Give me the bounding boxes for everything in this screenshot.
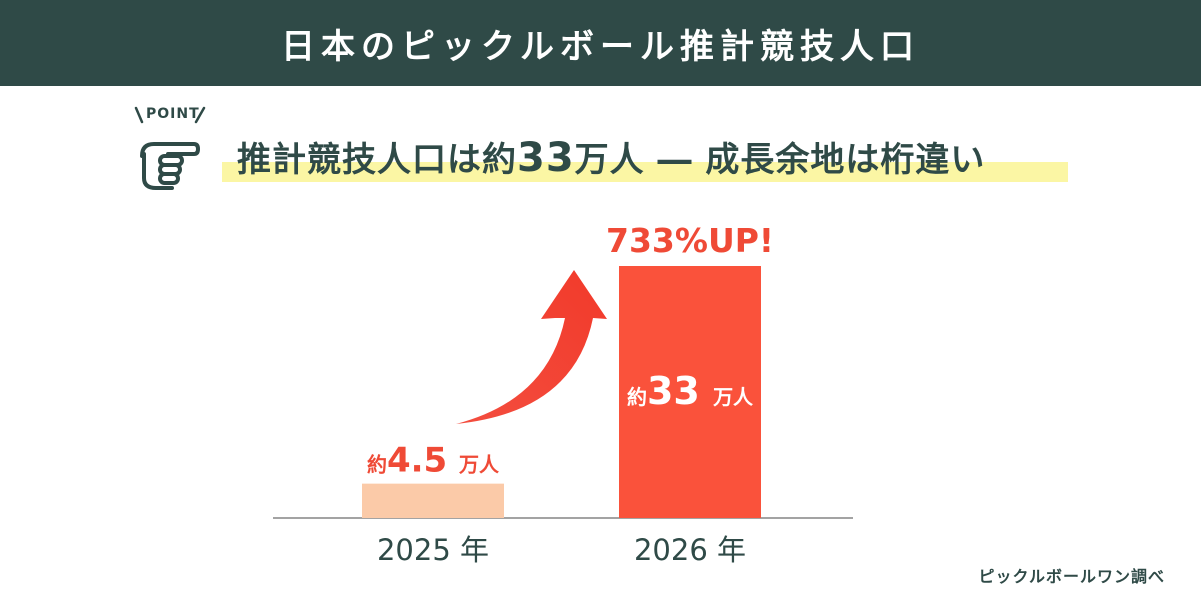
point-badge: POINT [134,104,212,128]
headline-highlight [222,162,1068,182]
source-credit: ピックルボールワン調べ [978,567,1165,586]
point-badge-marks [134,106,206,124]
growth-annotation: 733%UP! [606,221,774,260]
bar-1 [619,266,761,518]
growth-arrow-icon [456,270,607,424]
point-badge-text: POINT [146,106,200,122]
page-title-text: 日本のピックルボール推計競技人口 [281,26,920,67]
page-title: 日本のピックルボール推計競技人口 [0,0,1201,86]
pointing-hand-icon [140,142,200,190]
x-tick-label-0: 2025 年 [377,533,489,567]
x-tick-label-1: 2026 年 [634,533,746,567]
headline-number: 33 [517,135,575,181]
headline-part1: 推計競技人口は約 [237,140,517,180]
headline: 推計競技人口は約33万人 ― 成長余地は桁違い [237,132,1087,181]
bar-0 [362,483,504,518]
data-label-0: 約4.5 万人 [367,441,500,481]
data-label-1: 約33 万人 [627,369,754,413]
headline-part2: 万人 ― 成長余地は桁違い [574,140,986,180]
